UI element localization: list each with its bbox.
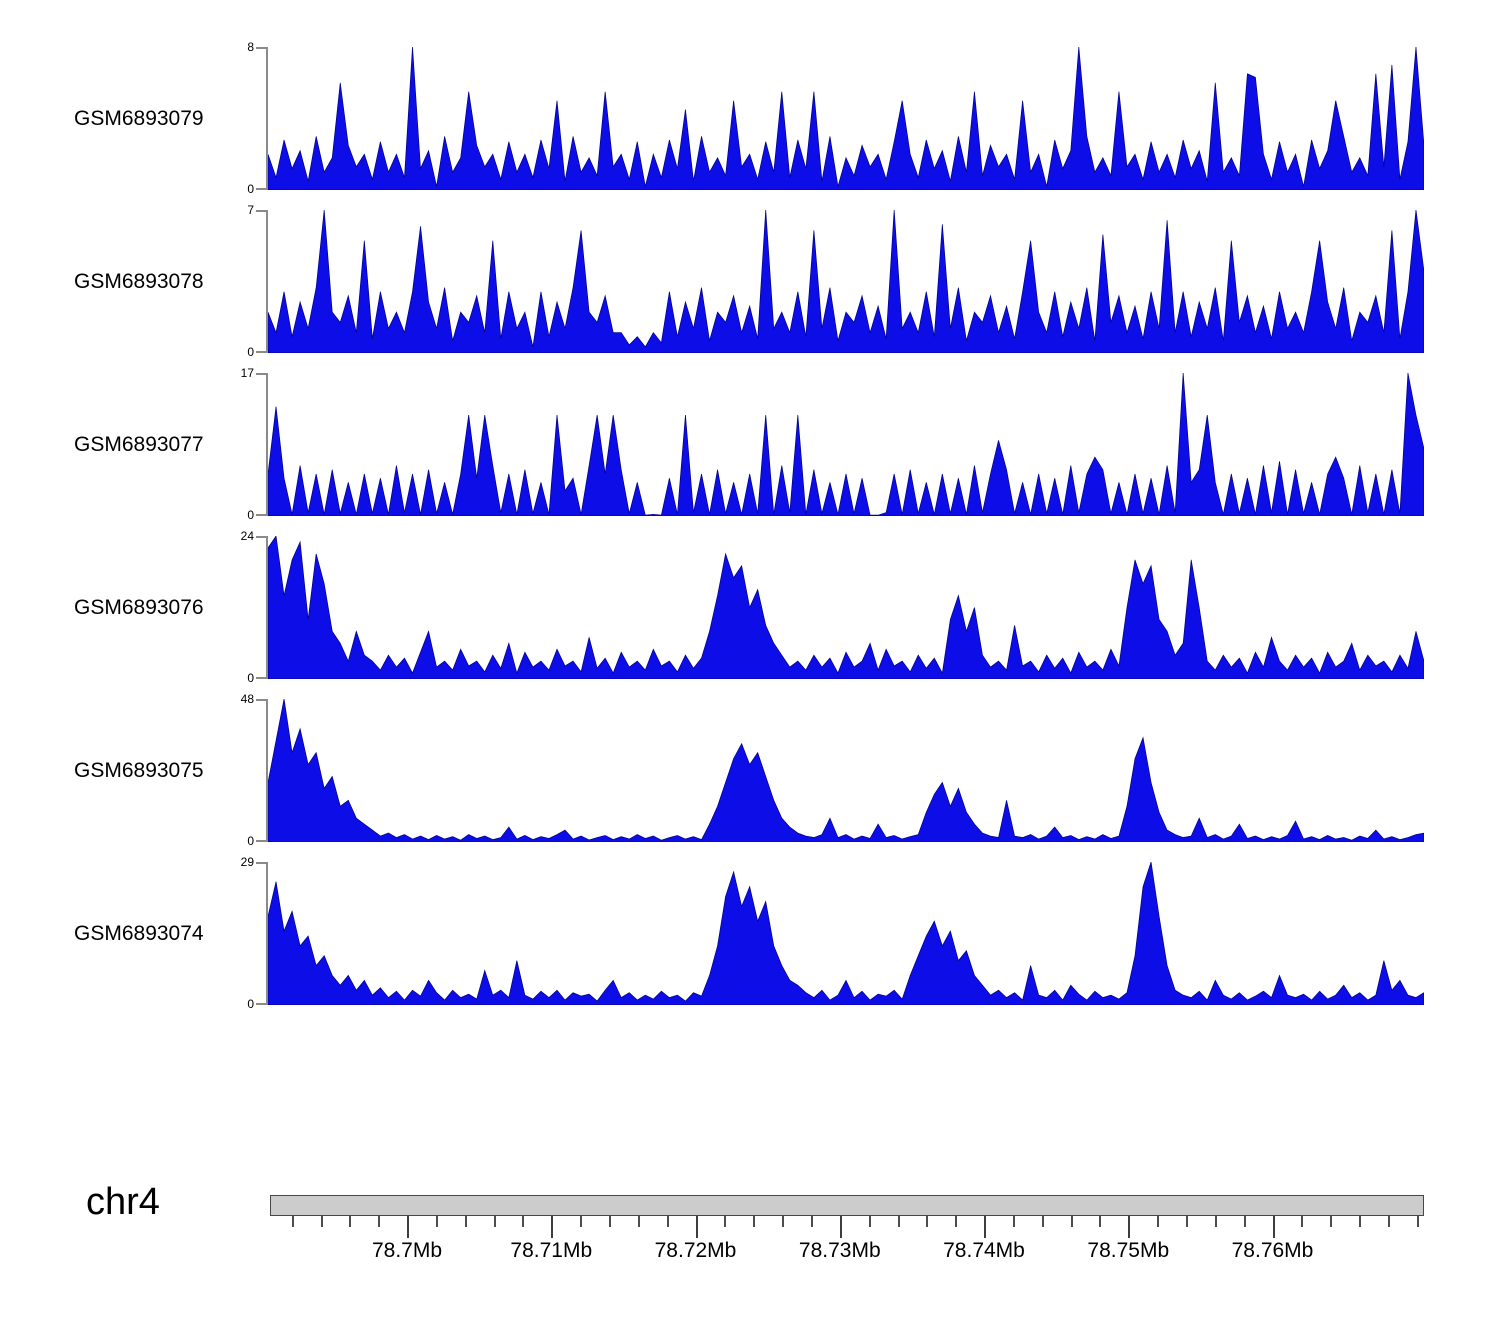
ruler-minor-tick — [464, 1216, 467, 1227]
y-axis-line — [266, 47, 268, 190]
coverage-area-plot — [268, 699, 1424, 842]
ruler-minor-tick — [349, 1216, 352, 1227]
coverage-path — [268, 47, 1424, 190]
y-axis-line — [266, 862, 268, 1005]
track-title: GSM6893076 — [74, 596, 204, 619]
y-axis-min-label: 0 — [247, 182, 254, 196]
y-axis-tick-top — [256, 536, 266, 538]
ruler-minor-tick — [580, 1216, 583, 1227]
ruler-minor-tick — [868, 1216, 871, 1227]
y-axis-tick-top — [256, 862, 266, 864]
coverage-area-plot — [268, 210, 1424, 353]
ruler-tick-label: 78.76Mb — [1231, 1239, 1314, 1262]
ruler-minor-tick — [1186, 1216, 1188, 1227]
ruler-minor-tick — [1041, 1216, 1044, 1227]
ruler-minor-tick — [810, 1216, 813, 1227]
ruler-major-tick — [551, 1216, 554, 1238]
ruler-minor-tick — [926, 1216, 929, 1227]
ruler-minor-tick — [637, 1216, 640, 1227]
ruler-minor-tick — [1359, 1216, 1362, 1227]
y-axis-tick-top — [256, 373, 266, 375]
ruler-minor-tick — [1012, 1216, 1015, 1227]
y-axis-line — [266, 210, 268, 353]
coverage-path — [268, 862, 1424, 1005]
ruler-minor-tick — [1157, 1216, 1160, 1227]
coverage-path — [268, 373, 1424, 516]
coverage-path — [268, 699, 1424, 842]
ruler-minor-tick — [522, 1216, 525, 1227]
ruler-minor-tick — [609, 1216, 611, 1227]
track-title: GSM6893077 — [74, 433, 204, 456]
y-axis-min-label: 0 — [247, 508, 254, 522]
y-axis-tick-bottom — [256, 188, 266, 190]
track-title: GSM6893078 — [74, 270, 204, 293]
y-axis-max-label: 48 — [240, 692, 254, 706]
ruler-major-tick — [407, 1216, 409, 1238]
ruler-minor-tick — [1387, 1216, 1390, 1227]
coverage-area-plot — [268, 536, 1424, 679]
ruler-minor-tick — [493, 1216, 496, 1227]
y-axis-tick-top — [256, 699, 266, 701]
ruler-minor-tick — [1416, 1216, 1419, 1227]
track-title: GSM6893079 — [74, 107, 204, 130]
y-axis-line — [266, 373, 268, 516]
ruler-minor-tick — [666, 1216, 669, 1227]
ruler-minor-tick — [435, 1216, 438, 1227]
ruler-tick-label: 78.7Mb — [371, 1239, 443, 1262]
y-axis-tick-top — [256, 210, 266, 212]
y-axis-tick-top — [256, 47, 266, 49]
y-axis-min-label: 0 — [247, 345, 254, 359]
y-axis-tick-bottom — [256, 1003, 266, 1005]
ruler-major-tick — [984, 1216, 986, 1238]
y-axis-line — [266, 699, 268, 842]
chromosome-ideogram-bar — [270, 1195, 1424, 1216]
chromosome-label: chr4 — [86, 1181, 160, 1223]
ruler-minor-tick — [782, 1216, 785, 1227]
ruler-minor-tick — [897, 1216, 900, 1227]
ruler-major-tick — [839, 1216, 842, 1238]
y-axis-max-label: 29 — [240, 855, 254, 869]
ruler-minor-tick — [1330, 1216, 1333, 1227]
y-axis-max-label: 8 — [247, 40, 254, 54]
ruler-major-tick — [1272, 1216, 1275, 1238]
y-axis-tick-bottom — [256, 840, 266, 842]
ruler-tick-label: 78.73Mb — [798, 1239, 881, 1262]
y-axis-tick-bottom — [256, 677, 266, 679]
y-axis-max-label: 24 — [240, 529, 254, 543]
coverage-area-plot — [268, 47, 1424, 190]
track-title: GSM6893075 — [74, 759, 204, 782]
ruler-minor-tick — [1301, 1216, 1304, 1227]
ruler-major-tick — [1128, 1216, 1131, 1238]
ruler-tick-label: 78.75Mb — [1087, 1239, 1170, 1262]
coverage-path — [268, 536, 1424, 679]
ruler-minor-tick — [1070, 1216, 1073, 1227]
y-axis-max-label: 17 — [240, 366, 254, 380]
y-axis-min-label: 0 — [247, 834, 254, 848]
coverage-area-plot — [268, 862, 1424, 1005]
ruler-minor-tick — [1243, 1216, 1246, 1227]
ruler-tick-label: 78.72Mb — [654, 1239, 737, 1262]
ruler-minor-tick — [291, 1216, 294, 1227]
ruler-minor-tick — [753, 1216, 756, 1227]
y-axis-min-label: 0 — [247, 997, 254, 1011]
y-axis-tick-bottom — [256, 351, 266, 353]
y-axis-max-label: 7 — [247, 203, 254, 217]
ruler-minor-tick — [955, 1216, 958, 1227]
ruler-minor-tick — [320, 1216, 323, 1227]
coverage-area-plot — [268, 373, 1424, 516]
ruler-major-tick — [695, 1216, 698, 1238]
track-title: GSM6893074 — [74, 922, 204, 945]
y-axis-min-label: 0 — [247, 671, 254, 685]
ruler-minor-tick — [1214, 1216, 1217, 1227]
ruler-tick-label: 78.71Mb — [510, 1239, 593, 1262]
y-axis-tick-bottom — [256, 514, 266, 516]
ruler-tick-label: 78.74Mb — [943, 1239, 1025, 1262]
coverage-path — [268, 210, 1424, 353]
y-axis-line — [266, 536, 268, 679]
ruler-minor-tick — [378, 1216, 381, 1227]
ruler-minor-tick — [724, 1216, 727, 1227]
ruler-minor-tick — [1099, 1216, 1102, 1227]
